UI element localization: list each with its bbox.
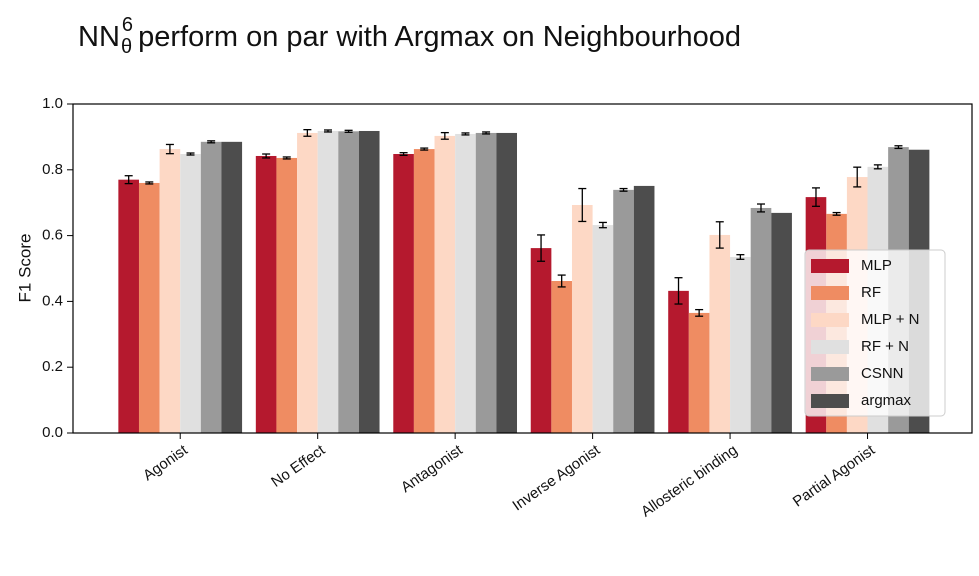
error-bar — [262, 153, 271, 159]
title-base: NN — [78, 21, 120, 53]
error-bar — [619, 187, 628, 192]
error-bar — [674, 277, 683, 305]
error-bar — [537, 234, 546, 262]
x-tick-label: Agonist — [140, 441, 191, 484]
bar — [413, 149, 435, 433]
y-tick-label: 0.4 — [42, 292, 63, 309]
bar — [221, 141, 243, 433]
error-bar — [282, 156, 291, 160]
plot-frame — [72, 103, 973, 434]
bar — [613, 189, 634, 433]
bar — [255, 155, 277, 433]
title-sup: 6 — [122, 14, 133, 36]
error-bar — [124, 175, 133, 185]
legend-swatch — [811, 259, 849, 273]
legend-swatch — [811, 340, 849, 354]
error-bar — [420, 147, 429, 151]
bar — [159, 149, 181, 433]
legend-swatch — [811, 367, 849, 381]
bar — [276, 157, 298, 433]
y-axis-label: F1 Score — [15, 234, 34, 303]
bar — [180, 154, 201, 433]
error-bar — [894, 145, 903, 150]
x-tick-label: Inverse Agonist — [509, 441, 603, 514]
error-bar — [145, 181, 154, 185]
legend-label: RF — [861, 284, 881, 301]
bar — [633, 185, 655, 433]
error-bar — [344, 129, 353, 133]
error-bar — [207, 140, 216, 144]
title-rest: perform on par with Argmax on Neighbourh… — [138, 21, 741, 53]
bar — [530, 248, 552, 433]
bar — [496, 132, 518, 433]
bar — [771, 212, 792, 433]
bar — [200, 141, 222, 433]
bar — [592, 225, 614, 433]
title-sub: θ — [121, 36, 132, 58]
x-tick-label: Allosteric binding — [638, 442, 741, 521]
y-tick-label: 1.0 — [42, 95, 63, 112]
error-bar — [186, 152, 195, 156]
y-tick-label: 0.6 — [42, 227, 63, 244]
x-tick-label: Antagonist — [398, 441, 466, 496]
error-bar — [736, 254, 745, 260]
bar — [475, 132, 497, 433]
legend-label: RF + N — [861, 338, 909, 355]
y-tick-label: 0.0 — [42, 424, 63, 441]
bar — [571, 205, 593, 433]
bar — [338, 131, 359, 433]
y-tick-label: 0.8 — [42, 161, 63, 178]
bar — [750, 207, 772, 433]
x-tick-label: Partial Agonist — [790, 441, 879, 510]
chart-title: NN 6 θ perform on par with Argmax on Neighb… — [78, 14, 741, 58]
legend-swatch — [811, 394, 849, 408]
error-bar — [461, 132, 470, 136]
bar — [434, 135, 456, 433]
legend-label: argmax — [861, 392, 912, 409]
error-bar — [756, 203, 765, 213]
legend-label: MLP — [861, 257, 892, 274]
error-bar — [557, 274, 566, 288]
legend-label: MLP + N — [861, 311, 920, 328]
x-tick-label: No Effect — [268, 441, 329, 491]
legend-swatch — [811, 286, 849, 300]
bar — [551, 281, 572, 433]
legend-swatch — [811, 313, 849, 327]
error-bar — [578, 187, 587, 223]
bar — [138, 182, 160, 433]
bar — [118, 179, 139, 433]
error-bar — [165, 143, 174, 155]
error-bar — [440, 131, 449, 140]
bar — [709, 234, 731, 433]
error-bar — [399, 152, 408, 156]
bar — [358, 130, 380, 433]
error-bar — [873, 164, 882, 170]
bar — [297, 132, 318, 433]
bar — [688, 312, 710, 433]
error-bar — [832, 211, 841, 216]
bar — [317, 130, 339, 433]
bar — [730, 256, 751, 433]
error-bar — [323, 129, 332, 133]
error-bar — [598, 221, 607, 229]
error-bar — [853, 166, 862, 188]
error-bar — [811, 187, 820, 207]
y-tick-label: 0.2 — [42, 358, 63, 375]
bar — [455, 133, 476, 433]
error-bar — [303, 129, 312, 137]
error-bar — [715, 221, 724, 249]
bar — [393, 154, 414, 433]
legend-label: CSNN — [861, 365, 904, 382]
error-bar — [482, 131, 491, 135]
error-bar — [695, 308, 704, 317]
bar — [668, 290, 689, 433]
